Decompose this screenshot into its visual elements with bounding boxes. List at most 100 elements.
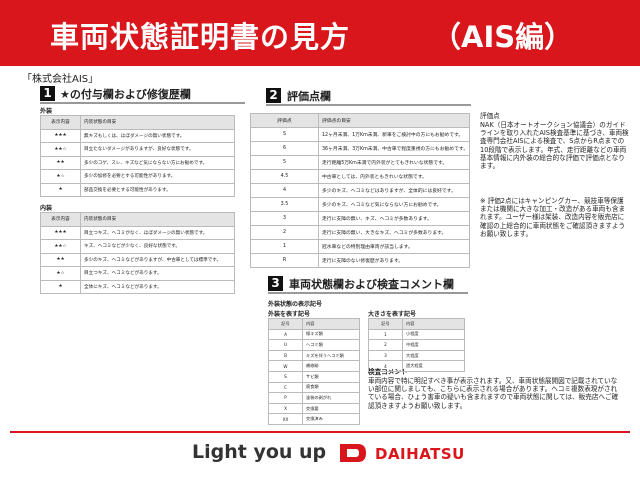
row: C 腐食類 bbox=[268, 381, 360, 394]
row: 5 走行距離5万Km未満で内外装がとてもきれいな状態です。 bbox=[250, 155, 470, 170]
row: 3 大程度 bbox=[368, 349, 465, 362]
row: ★☆ 目立つキズ、ヘコミなどがあります。 bbox=[40, 266, 235, 281]
cell: 多少のコゲ、スレ、キズなど気にならない方にお勧めです。 bbox=[80, 155, 235, 170]
cell: 中程度 bbox=[402, 339, 465, 351]
table-label: 内装 bbox=[40, 205, 53, 212]
note: NAK（日本オートオークション協議会）のガイドラインを取り入れたAIS検査基準に… bbox=[480, 121, 629, 171]
header-cell: 記号 bbox=[368, 318, 403, 330]
cell: ★★☆ bbox=[40, 142, 81, 157]
table: 表示内容 内装状態の目安 ★★★ 目立つキズ、ヘコミがなく、ほぼダメージの無い状態です… bbox=[40, 212, 235, 294]
row: 4.5 中古車としては、内外装ともきれいな状態です。 bbox=[250, 169, 470, 184]
subtitle: （AIS編） bbox=[432, 20, 574, 54]
cell: キズ、ヘコミなどが少なく、良好な状態です。 bbox=[80, 239, 235, 254]
cell: 4 bbox=[368, 360, 403, 372]
cell: R bbox=[250, 253, 319, 268]
header-cell: 内容 bbox=[402, 318, 465, 330]
cell: 6 bbox=[250, 141, 319, 156]
row: 4 多少のキズ、ヘコミなどはありますが、全体的には良好です。 bbox=[250, 183, 470, 198]
row: 2 走行に支障の無い、大きなキズ、ヘコミが多数あります。 bbox=[250, 225, 470, 240]
footer-line bbox=[10, 431, 630, 433]
cell: 交換要 bbox=[302, 402, 360, 415]
note: ※ 評価2点にはキャンピングカー、競技車等保護または機関に大きな加工・改造がある… bbox=[480, 197, 626, 238]
cell: A bbox=[268, 328, 303, 341]
row: ★★ 多少のコゲ、スレ、キズなど気にならない方にお勧めです。 bbox=[40, 155, 235, 170]
cell: 腐食類 bbox=[302, 381, 360, 394]
cell: 2 bbox=[368, 339, 403, 351]
cell: ★★ bbox=[40, 252, 81, 267]
cell: 走行に支障のない修復歴があります。 bbox=[318, 253, 470, 268]
cell: 過大程度 bbox=[402, 360, 465, 372]
comment-title: 検査コメント bbox=[368, 368, 408, 376]
row: 2 中程度 bbox=[368, 339, 465, 351]
cell: S bbox=[250, 127, 319, 142]
slogan: Light you up bbox=[192, 441, 327, 463]
cell: ★★☆ bbox=[40, 239, 81, 254]
cell: 交換済み bbox=[302, 413, 360, 425]
cell: 目立たないダメージがありますが、良好な状態です。 bbox=[80, 142, 235, 157]
table: 表示内容 内装状態の目安 ★★★ 無キズもしくは、ほぼダメージの無い状態です。 ★★☆ 目… bbox=[40, 115, 235, 197]
header-cell: 内装状態の目安 bbox=[80, 212, 235, 227]
row: B キズを伴うヘコミ類 bbox=[268, 349, 360, 362]
cell: 大程度 bbox=[402, 349, 465, 362]
section-number: 1 bbox=[40, 86, 55, 101]
cell: 線キズ類 bbox=[302, 328, 360, 341]
row: XX 交換済み bbox=[268, 413, 360, 425]
cell: 多少の加修を必要とする可能性があります。 bbox=[80, 169, 235, 184]
header-row: 記号 内容 bbox=[268, 318, 360, 330]
cell: 走行に支障の無い、キズ、ヘコミが多数あります。 bbox=[318, 211, 470, 226]
cell: ★ bbox=[40, 279, 81, 294]
section-heading: 車両状態欄および検査コメント欄 bbox=[289, 278, 454, 291]
cell: 走行に支障の無い、大きなキズ、ヘコミが多数あります。 bbox=[318, 225, 470, 240]
rule bbox=[266, 104, 471, 106]
section-heading: 評価点欄 bbox=[287, 90, 331, 103]
row: ★★★ 無キズもしくは、ほぼダメージの無い状態です。 bbox=[40, 128, 235, 143]
rule bbox=[268, 292, 468, 294]
header-row: 表示内容 内装状態の目安 bbox=[40, 115, 235, 130]
header-cell: 内装状態の目安 bbox=[80, 115, 235, 130]
brand-mark bbox=[340, 444, 366, 462]
cell: 全体にキズ、ヘコミなどがあります。 bbox=[80, 279, 235, 294]
rule bbox=[40, 102, 245, 104]
cell: ★★★ bbox=[40, 128, 81, 143]
cell: W bbox=[268, 360, 303, 372]
cell: 小程度 bbox=[402, 328, 465, 341]
row: ★ 部品交換を必要とする可能性があります。 bbox=[40, 182, 235, 197]
row: 1 冠水車などの特別理由車両が該当します。 bbox=[250, 239, 470, 254]
title-banner bbox=[0, 0, 640, 66]
row: S サビ類 bbox=[268, 370, 360, 383]
row: ★★★ 目立つキズ、ヘコミがなく、ほぼダメージの無い状態です。 bbox=[40, 225, 235, 240]
cell: 塗装の剥がれ bbox=[302, 392, 360, 404]
row: 1 小程度 bbox=[368, 328, 465, 341]
row: 6 36ヶ月未満、3万Km未満、中古車で程度重視の方にもお勧めです。 bbox=[250, 141, 470, 156]
table-label: 大きさを表す記号 bbox=[368, 311, 417, 318]
cell: ヘコミ類 bbox=[302, 339, 360, 351]
cell: ★★ bbox=[40, 155, 81, 170]
cell: キズを伴うヘコミ類 bbox=[302, 349, 360, 362]
cell: 3 bbox=[368, 349, 403, 362]
cell: 多少のキズ、ヘコミなど気にならない方にお勧めです。 bbox=[318, 197, 470, 212]
section-number: 2 bbox=[266, 88, 281, 103]
cell: 多少のキズ、ヘコミなどがありますが、中古車としては標準です。 bbox=[80, 252, 235, 267]
company: 「株式会社AIS」 bbox=[22, 74, 99, 85]
cell: ★ bbox=[40, 182, 81, 197]
cell: 多少のキズ、ヘコミなどはありますが、全体的には良好です。 bbox=[318, 183, 470, 198]
section-heading: ★の付与欄および修復歴欄 bbox=[60, 88, 191, 101]
row: 3.5 多少のキズ、ヘコミなど気にならない方にお勧めです。 bbox=[250, 197, 470, 212]
header-cell: 表示内容 bbox=[40, 115, 81, 130]
cell: U bbox=[268, 339, 303, 351]
cell: 5 bbox=[250, 155, 319, 170]
cell: 3 bbox=[250, 211, 319, 226]
table-label: 外装状態の表示記号 bbox=[268, 301, 323, 308]
cell: 4.5 bbox=[250, 169, 319, 184]
cell: 目立つキズ、ヘコミがなく、ほぼダメージの無い状態です。 bbox=[80, 225, 235, 240]
table-label: 外装 bbox=[40, 108, 53, 115]
header-cell: 評価点の目安 bbox=[318, 113, 470, 128]
header-row: 評価点 評価点の目安 bbox=[250, 113, 470, 128]
cell: 部品交換を必要とする可能性があります。 bbox=[80, 182, 235, 197]
section-number: 3 bbox=[268, 276, 283, 291]
row: X 交換要 bbox=[268, 402, 360, 415]
brand: DAIHATSU bbox=[375, 445, 465, 463]
row: P 塗装の剥がれ bbox=[268, 392, 360, 404]
cell: 1 bbox=[250, 239, 319, 254]
cell: 中古車としては、内外装ともきれいな状態です。 bbox=[318, 169, 470, 184]
